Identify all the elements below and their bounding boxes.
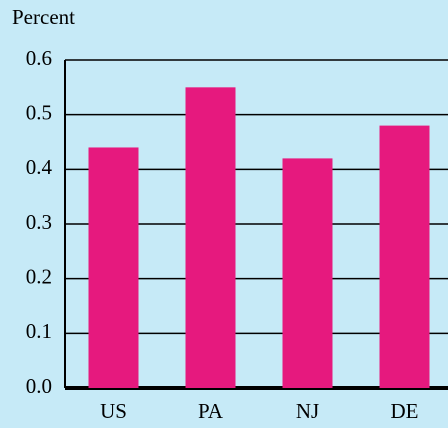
bar [379,125,430,388]
bar [185,87,236,388]
y-tick-label: 0.4 [26,155,53,179]
y-axis-label: Percent [12,5,75,29]
y-tick-label: 0.0 [26,374,52,398]
y-tick-label: 0.1 [26,319,52,343]
bar [282,158,333,388]
bar [88,147,139,388]
x-tick-label: DE [391,399,419,423]
y-tick-label: 0.6 [26,46,52,70]
x-tick-label: NJ [296,399,319,423]
y-tick-label: 0.2 [26,264,52,288]
y-tick-label: 0.5 [26,100,52,124]
x-tick-label: PA [198,399,224,423]
x-tick-label: US [100,399,127,423]
y-tick-label: 0.3 [26,210,52,234]
